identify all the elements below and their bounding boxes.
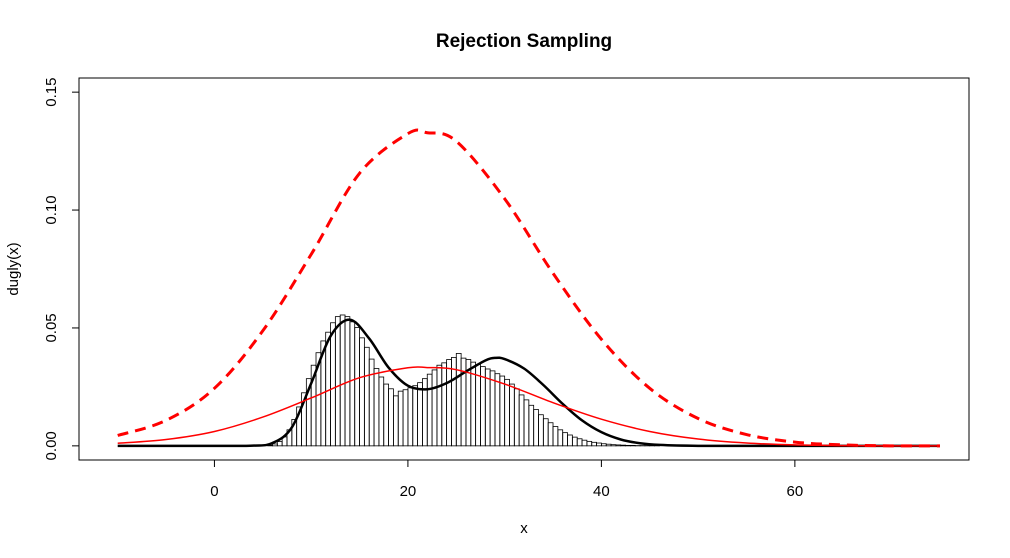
histogram-bar: [363, 346, 370, 447]
curves: [117, 128, 940, 448]
histogram-bar: [542, 418, 549, 447]
histogram-bar: [388, 388, 394, 447]
histogram-bar: [615, 444, 622, 447]
histogram-bar: [402, 389, 409, 447]
histogram-bar: [276, 441, 283, 447]
histogram-bar: [436, 364, 443, 447]
y-tick-label: 0.00: [43, 431, 60, 460]
y-tick-label: 0.15: [43, 78, 60, 107]
x-tick-label: 20: [400, 483, 417, 500]
histogram-bar: [397, 390, 404, 447]
histogram-bar: [513, 388, 520, 447]
histogram-bar: [407, 387, 414, 447]
histogram-bar: [441, 362, 448, 447]
x-axis-label: x: [520, 520, 528, 537]
histogram-bar: [489, 370, 496, 447]
y-tick-label: 0.10: [43, 195, 60, 224]
histogram-bar: [562, 432, 568, 447]
histogram-bar: [571, 436, 578, 447]
histogram-bar: [417, 382, 423, 447]
y-axis: 0.00 0.05 0.10 0.15: [43, 78, 80, 460]
histogram-bar: [586, 440, 593, 447]
y-axis-label: dugly(x): [5, 242, 22, 295]
histogram-bar: [455, 353, 462, 447]
histogram-bar: [359, 337, 365, 447]
series-line-1: [117, 318, 940, 448]
histogram-bar: [339, 314, 346, 447]
histogram-bar: [567, 434, 573, 447]
histogram-bar: [581, 439, 588, 447]
histogram: [267, 314, 660, 447]
histogram-bar: [272, 443, 278, 447]
x-tick-label: 60: [787, 483, 804, 500]
histogram-bar: [504, 378, 510, 447]
histogram-bar: [509, 383, 515, 447]
histogram-bar: [330, 322, 336, 447]
histogram-bar: [620, 444, 626, 447]
histogram-bar: [480, 366, 486, 447]
series-line-2: [117, 366, 940, 447]
histogram-bar: [547, 422, 554, 447]
histogram-bar: [596, 442, 602, 447]
histogram-bar: [373, 368, 380, 447]
histogram-bar: [349, 321, 356, 447]
histogram-bar: [494, 373, 501, 447]
histogram-bar: [523, 399, 530, 447]
histogram-bar: [378, 376, 385, 447]
histogram-bar: [533, 409, 539, 447]
x-tick-label: 0: [210, 483, 218, 500]
y-tick-label: 0.05: [43, 313, 60, 342]
chart-title: Rejection Sampling: [436, 31, 612, 52]
histogram-bar: [605, 443, 612, 447]
histogram-bar: [610, 444, 617, 447]
histogram-bar: [354, 327, 360, 447]
histogram-bar: [557, 429, 564, 447]
histogram-bar: [412, 385, 418, 447]
histogram-bar: [392, 395, 399, 447]
series-line-3: [117, 128, 940, 448]
histogram-bar: [591, 441, 597, 447]
histogram-bar: [446, 359, 452, 447]
histogram-bar: [484, 368, 491, 447]
histogram-bar: [552, 426, 559, 447]
histogram-bar: [600, 443, 607, 447]
histogram-bar: [426, 373, 433, 447]
x-tick-label: 40: [593, 483, 610, 500]
histogram-bar: [518, 394, 525, 447]
histogram-bar: [451, 357, 457, 447]
histogram-bar: [538, 414, 544, 447]
histogram-bar: [383, 383, 389, 447]
histogram-bar: [334, 316, 341, 447]
histogram-bar: [368, 358, 375, 447]
histogram-bar: [431, 369, 438, 447]
histogram-bar: [499, 375, 506, 447]
histogram-bar: [576, 438, 583, 447]
histogram-bar: [528, 404, 535, 447]
x-axis: 0 20 40 60: [210, 459, 804, 500]
